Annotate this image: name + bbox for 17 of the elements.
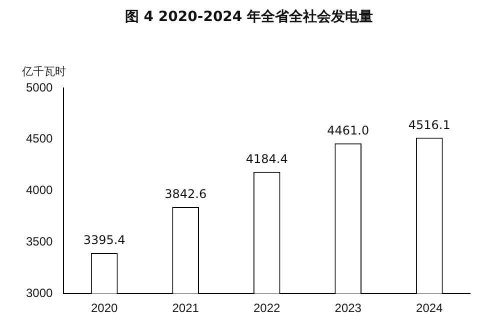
data-label: 4461.0 <box>327 124 370 138</box>
x-tick-label: 2022 <box>253 301 281 316</box>
y-tick-label: 4000 <box>26 183 54 198</box>
data-label: 4184.4 <box>246 152 288 166</box>
y-tick-label: 3500 <box>26 234 54 249</box>
x-tick-label: 2023 <box>334 301 362 316</box>
chart-title: 图 4 2020-2024 年全省全社会发电量 <box>124 8 374 26</box>
data-label: 3395.4 <box>83 233 126 248</box>
x-tick-label: 2021 <box>172 301 200 316</box>
data-label: 3842.6 <box>164 187 207 202</box>
y-tick-label: 4500 <box>26 132 54 146</box>
data-label: 4516.1 <box>408 118 450 132</box>
y-tick-label: 5000 <box>26 80 54 94</box>
y-tick-label: 3000 <box>26 286 54 300</box>
x-tick-label: 2024 <box>416 301 444 316</box>
x-tick-label: 2020 <box>90 301 118 316</box>
y-axis-title: 亿千瓦时 <box>22 64 66 79</box>
